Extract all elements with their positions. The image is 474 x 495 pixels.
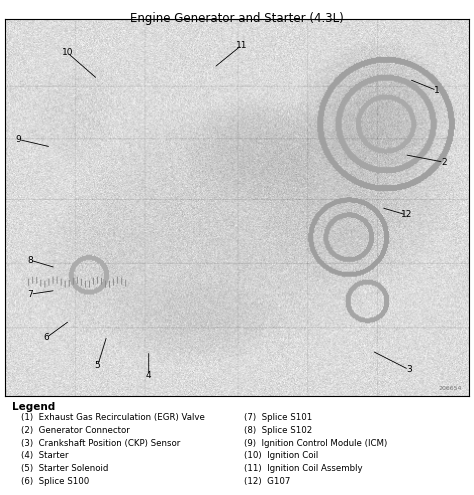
Text: 2: 2 <box>441 157 447 167</box>
Text: 7: 7 <box>27 290 33 298</box>
Text: (4)  Starter: (4) Starter <box>21 451 69 460</box>
Text: (9)  Ignition Control Module (ICM): (9) Ignition Control Module (ICM) <box>244 439 387 447</box>
Text: 9: 9 <box>16 135 21 144</box>
Text: (1)  Exhaust Gas Recirculation (EGR) Valve: (1) Exhaust Gas Recirculation (EGR) Valv… <box>21 413 205 422</box>
Text: Engine Generator and Starter (4.3L): Engine Generator and Starter (4.3L) <box>130 12 344 25</box>
Text: (6)  Splice S100: (6) Splice S100 <box>21 477 90 486</box>
Text: 3: 3 <box>406 365 412 374</box>
Text: (11)  Ignition Coil Assembly: (11) Ignition Coil Assembly <box>244 464 363 473</box>
Text: 8: 8 <box>27 256 33 265</box>
Text: (5)  Starter Solenoid: (5) Starter Solenoid <box>21 464 109 473</box>
Text: 206654: 206654 <box>439 387 462 392</box>
Text: 4: 4 <box>146 371 152 380</box>
Text: (8)  Splice S102: (8) Splice S102 <box>244 426 312 435</box>
Text: Legend: Legend <box>12 402 55 412</box>
Text: 6: 6 <box>44 333 49 342</box>
Text: (12)  G107: (12) G107 <box>244 477 291 486</box>
Text: (10)  Ignition Coil: (10) Ignition Coil <box>244 451 319 460</box>
Text: 11: 11 <box>236 41 247 50</box>
Text: 1: 1 <box>434 86 439 95</box>
Text: 12: 12 <box>401 210 412 219</box>
Text: (3)  Crankshaft Position (CKP) Sensor: (3) Crankshaft Position (CKP) Sensor <box>21 439 181 447</box>
Text: (7)  Splice S101: (7) Splice S101 <box>244 413 312 422</box>
Text: 5: 5 <box>95 361 100 370</box>
Text: (2)  Generator Connector: (2) Generator Connector <box>21 426 130 435</box>
Text: 10: 10 <box>62 48 73 57</box>
